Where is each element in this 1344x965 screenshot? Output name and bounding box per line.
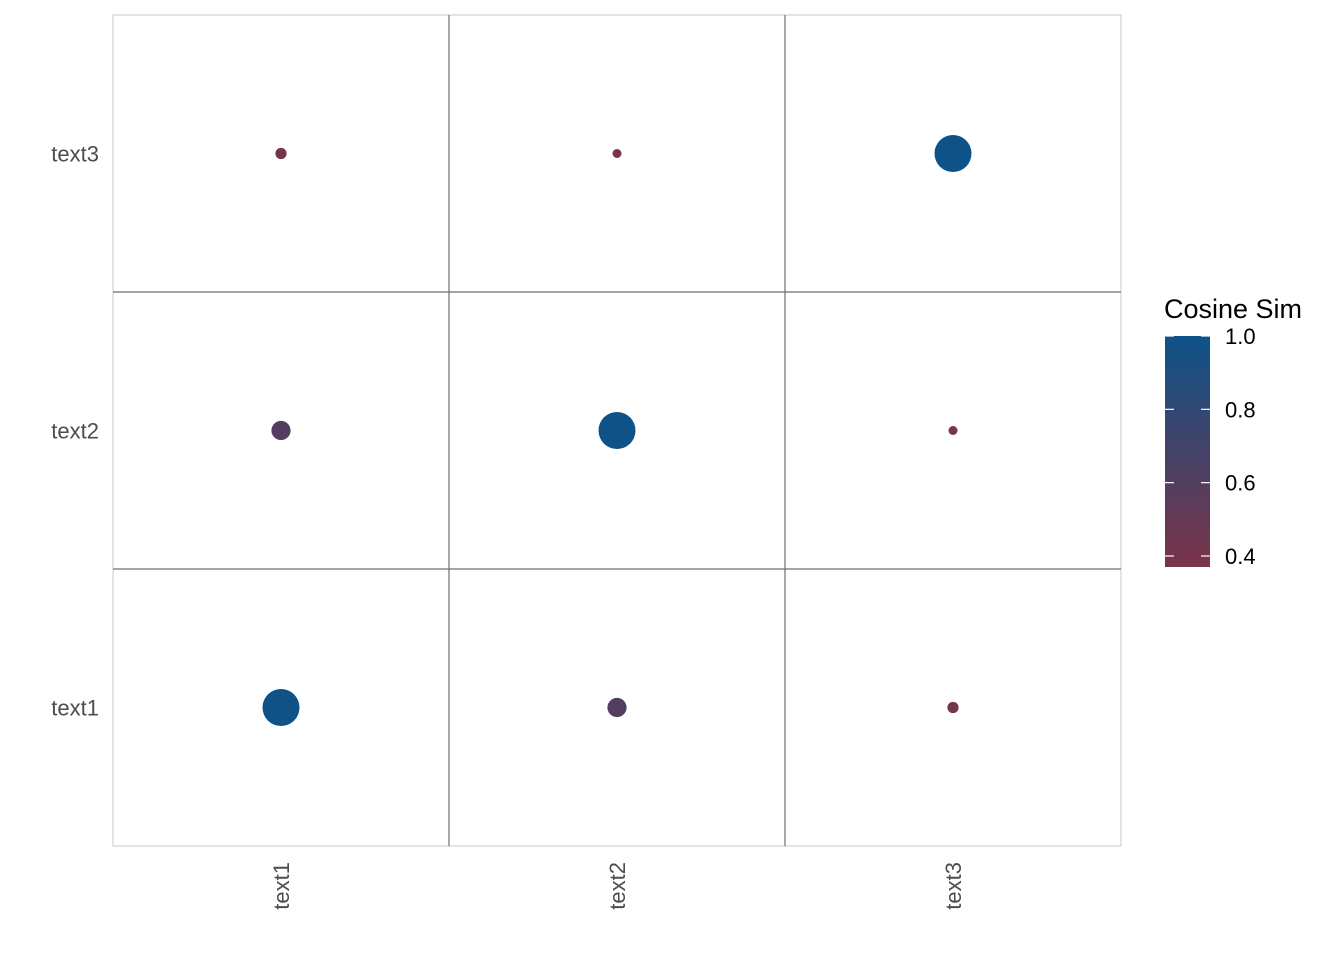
data-points	[262, 135, 972, 726]
point-text1-text1	[262, 689, 300, 726]
point-text2-text1	[607, 697, 627, 718]
y-axis-labels: text1 text2 text3	[51, 142, 99, 721]
x-tick-label: text3	[941, 862, 966, 910]
legend-colorbar	[1165, 336, 1210, 567]
legend-ticks: 1.0 0.8 0.6 0.4	[1165, 324, 1256, 569]
y-tick-label: text1	[51, 696, 99, 721]
gridlines	[113, 15, 1121, 846]
x-tick-label: text1	[269, 862, 294, 910]
point-text2-text3	[612, 149, 622, 158]
x-axis-labels: text1 text2 text3	[269, 862, 966, 910]
legend-tick-label: 0.4	[1225, 544, 1256, 569]
point-text1-text2	[271, 420, 291, 441]
plot-panel	[112, 14, 1122, 847]
point-text3-text3	[934, 135, 972, 172]
point-text1-text3	[275, 147, 287, 160]
color-legend: Cosine Sim 1.0 0.8 0.6 0.4	[1164, 294, 1302, 569]
point-text3-text1	[947, 701, 959, 714]
y-tick-label: text3	[51, 142, 99, 167]
legend-tick-label: 1.0	[1225, 324, 1256, 349]
panel-border	[112, 14, 1122, 847]
y-tick-label: text2	[51, 419, 99, 444]
legend-tick-label: 0.6	[1225, 471, 1256, 496]
point-text3-text2	[948, 426, 958, 435]
legend-tick-label: 0.8	[1225, 397, 1256, 422]
legend-title: Cosine Sim	[1164, 294, 1302, 324]
point-text2-text2	[598, 412, 636, 449]
x-tick-label: text2	[605, 862, 630, 910]
